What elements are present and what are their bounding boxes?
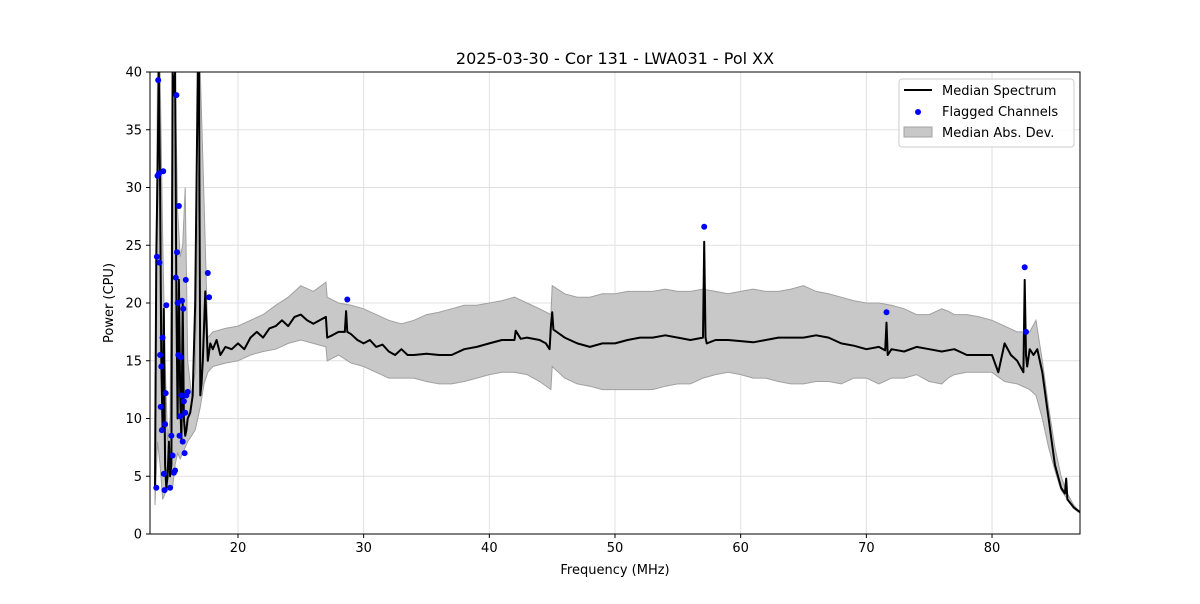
flagged-point — [174, 300, 181, 306]
flagged-point — [157, 403, 164, 410]
legend-band-swatch — [903, 126, 933, 138]
x-tick-label: 60 — [732, 541, 749, 556]
flagged-point — [179, 438, 186, 445]
flagged-point — [157, 352, 164, 358]
flagged-point — [159, 334, 166, 341]
flagged-point — [174, 249, 180, 256]
median-spectrum — [154, 72, 1080, 513]
flagged-point — [701, 223, 708, 230]
x-tick-label: 50 — [607, 541, 624, 556]
flagged-point — [177, 354, 184, 361]
y-axis-label: Power (CPU) — [102, 263, 117, 343]
flagged-point — [172, 467, 179, 474]
flagged-point — [178, 392, 185, 399]
flagged-point — [162, 390, 169, 397]
mad-band-area — [154, 72, 1080, 514]
y-tick-label: 25 — [125, 239, 142, 254]
flagged-point — [177, 413, 184, 420]
x-tick-label: 40 — [481, 541, 498, 556]
flagged-point — [169, 452, 176, 459]
legend-box — [898, 78, 1075, 148]
flagged-point — [1021, 264, 1028, 271]
x-axis-label: Frequency (MHz) — [560, 563, 669, 578]
y-tick-label: 30 — [125, 181, 142, 196]
flagged-point — [883, 309, 890, 316]
flagged-point — [161, 487, 168, 494]
x-tick-label: 30 — [355, 541, 372, 556]
flagged-point — [181, 450, 188, 457]
flagged-point — [204, 270, 211, 276]
flagged-point — [179, 297, 185, 304]
flagged-point — [162, 421, 169, 428]
flagged-point — [153, 253, 160, 260]
x-tick-label: 80 — [984, 541, 1001, 556]
flagged-point — [173, 92, 180, 99]
y-tick-label: 40 — [125, 66, 142, 81]
flagged-point — [155, 170, 162, 177]
flagged-point — [167, 484, 174, 491]
flagged-point — [180, 305, 187, 312]
flagged-point — [176, 432, 183, 439]
flagged-point — [153, 484, 160, 491]
flagged-point — [172, 274, 179, 281]
flagged-point — [160, 470, 167, 477]
y-tick-label: 35 — [125, 123, 142, 138]
flagged-point — [163, 302, 170, 309]
flagged-point — [158, 427, 165, 434]
flagged-point — [175, 203, 182, 209]
y-tick-label: 0 — [134, 528, 142, 543]
y-tick-label: 20 — [125, 297, 142, 312]
flagged-point — [158, 363, 165, 370]
flagged-point — [180, 398, 187, 405]
axis-ticks: 20 30 40 50 60 70 80 0 5 10 15 20 25 30 35 40 — [125, 66, 1000, 557]
y-tick-label: 5 — [134, 470, 142, 485]
legend-label-median: Median Spectrum — [942, 84, 1056, 99]
median-spectrum-line — [154, 72, 1080, 513]
y-tick-label: 15 — [125, 354, 142, 369]
flagged-point — [1023, 328, 1029, 335]
flagged-point — [184, 388, 191, 395]
legend-label-mad: Median Abs. Dev. — [942, 126, 1054, 141]
x-tick-label: 20 — [230, 541, 247, 556]
chart-title: 2025-03-30 - Cor 131 - LWA031 - Pol XX — [456, 49, 774, 68]
flagged-point — [344, 296, 351, 303]
legend-label-flagged: Flagged Channels — [942, 105, 1058, 120]
legend-dot-swatch — [915, 109, 921, 115]
flagged-point — [182, 409, 189, 416]
flagged-point — [156, 259, 163, 266]
y-tick-label: 10 — [125, 412, 142, 427]
flagged-point — [206, 294, 213, 301]
x-tick-label: 70 — [858, 541, 875, 556]
flagged-point — [155, 77, 162, 84]
flagged-point — [160, 168, 167, 175]
mad-band — [154, 72, 1080, 514]
flagged-point — [168, 432, 175, 439]
flagged-channels — [153, 77, 1029, 494]
legend: Median Spectrum Flagged Channels Median … — [898, 78, 1075, 148]
flagged-point — [182, 276, 189, 283]
